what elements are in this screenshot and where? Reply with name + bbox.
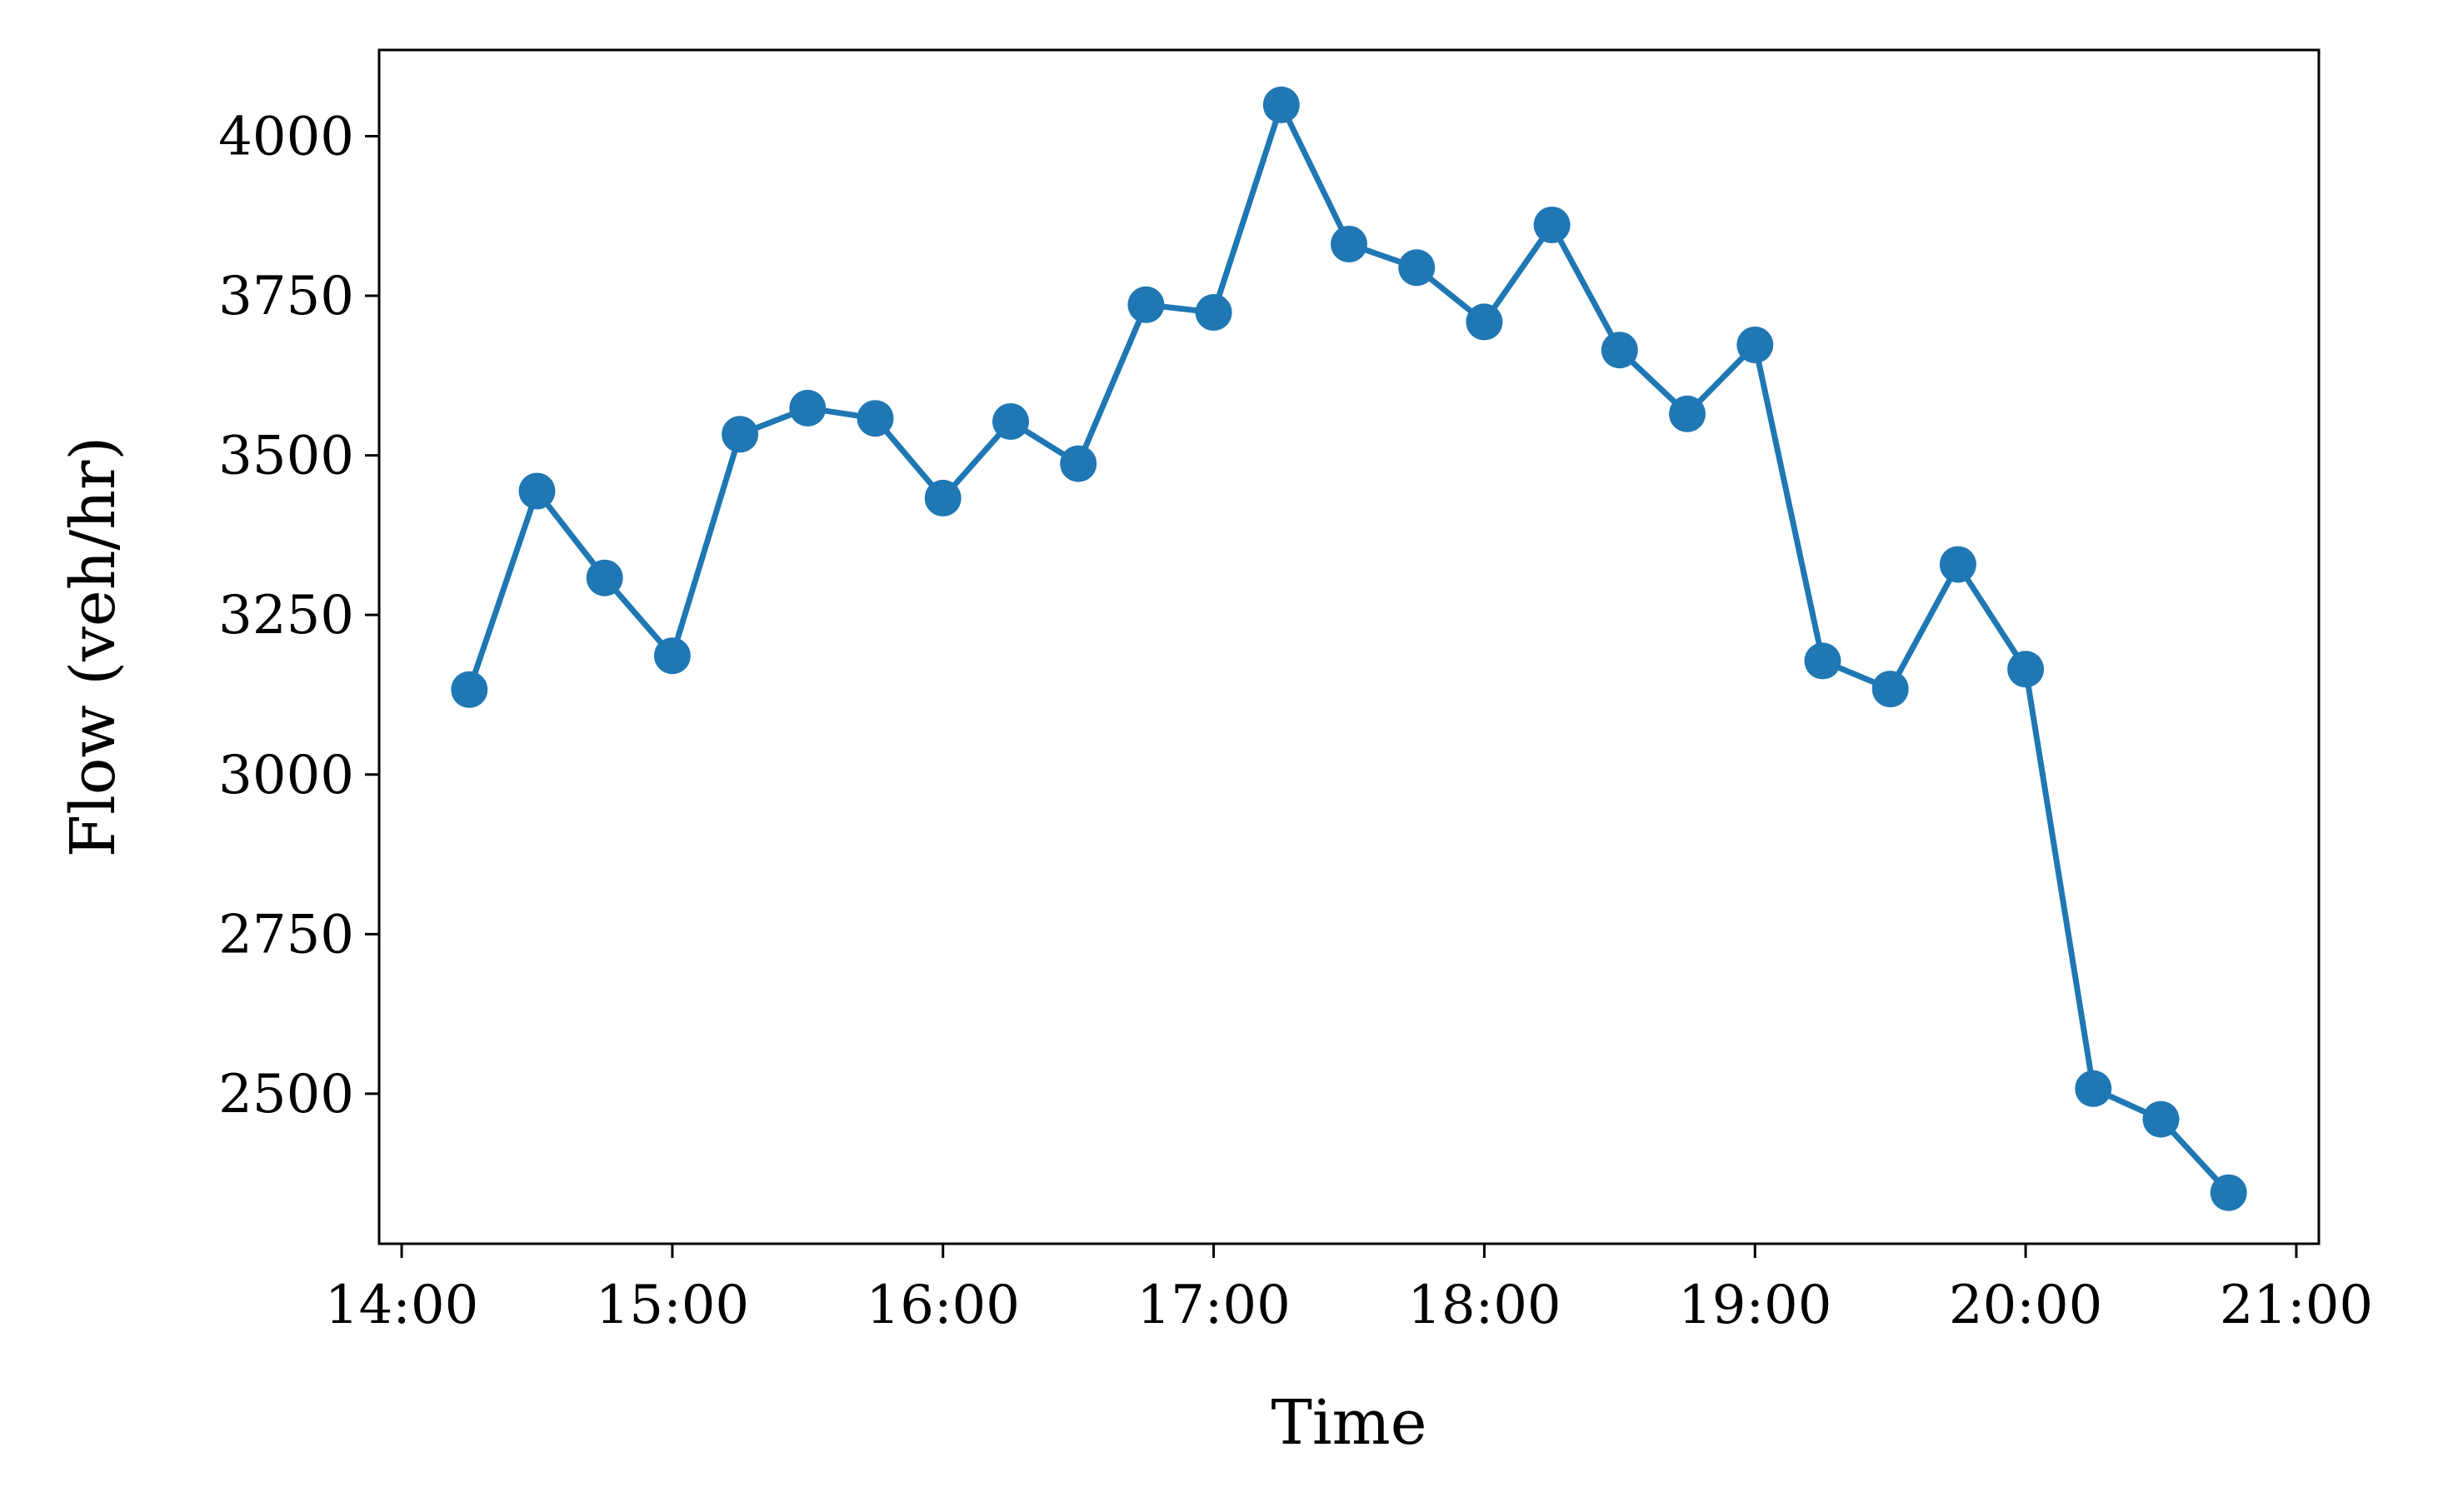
data-point bbox=[1669, 395, 1706, 432]
data-point bbox=[518, 472, 556, 510]
data-point bbox=[857, 400, 894, 437]
y-tick-label: 2750 bbox=[218, 904, 354, 966]
data-point bbox=[992, 403, 1029, 440]
data-point bbox=[1331, 226, 1367, 262]
y-tick-label: 3250 bbox=[218, 585, 354, 646]
data-point bbox=[2075, 1070, 2112, 1107]
data-point bbox=[586, 559, 623, 596]
data-point bbox=[722, 416, 759, 453]
data-point bbox=[1736, 327, 1774, 363]
data-point bbox=[1533, 207, 1571, 243]
y-tick-label: 3000 bbox=[218, 745, 354, 806]
data-point bbox=[1871, 671, 1909, 708]
x-tick-label: 17:00 bbox=[1137, 1275, 1290, 1336]
data-point bbox=[451, 671, 488, 708]
y-tick-label: 2500 bbox=[218, 1064, 354, 1125]
data-point bbox=[1060, 445, 1097, 482]
data-point bbox=[2210, 1174, 2247, 1211]
data-point bbox=[1804, 642, 1841, 680]
x-tick-label: 21:00 bbox=[2220, 1275, 2373, 1336]
series-layer bbox=[451, 86, 2247, 1211]
data-point bbox=[1466, 303, 1503, 341]
y-axis-label: Flow (veh/hr) bbox=[57, 437, 129, 857]
x-tick-label: 19:00 bbox=[1678, 1275, 1831, 1336]
x-tick-label: 20:00 bbox=[1949, 1275, 2102, 1336]
data-point bbox=[653, 637, 691, 675]
y-tick-label: 3750 bbox=[218, 266, 354, 327]
x-tick-label: 14:00 bbox=[325, 1275, 478, 1336]
data-point bbox=[2007, 651, 2045, 688]
data-point bbox=[1262, 86, 1300, 123]
data-point bbox=[1195, 294, 1232, 331]
x-tick-label: 16:00 bbox=[867, 1275, 1020, 1336]
y-tick-label: 3500 bbox=[218, 426, 354, 487]
data-point bbox=[1398, 249, 1436, 287]
plot-frame bbox=[377, 48, 2321, 1245]
y-tick-label: 4000 bbox=[218, 106, 354, 167]
x-axis: 14:00 15:00 16:00 17:00 18:00 19:00 20:00 21:00 bbox=[325, 1244, 2373, 1336]
data-point bbox=[2142, 1100, 2180, 1138]
x-axis-label: Time bbox=[1271, 1387, 1427, 1459]
data-point bbox=[1601, 332, 1638, 369]
x-tick-label: 15:00 bbox=[596, 1275, 749, 1336]
data-point bbox=[1939, 546, 1976, 583]
data-point bbox=[789, 389, 827, 427]
y-axis: 2500 2750 3000 3250 3500 3750 4000 bbox=[218, 106, 379, 1125]
x-tick-label: 18:00 bbox=[1407, 1275, 1561, 1336]
data-point bbox=[924, 479, 962, 516]
data-point bbox=[1127, 286, 1165, 323]
